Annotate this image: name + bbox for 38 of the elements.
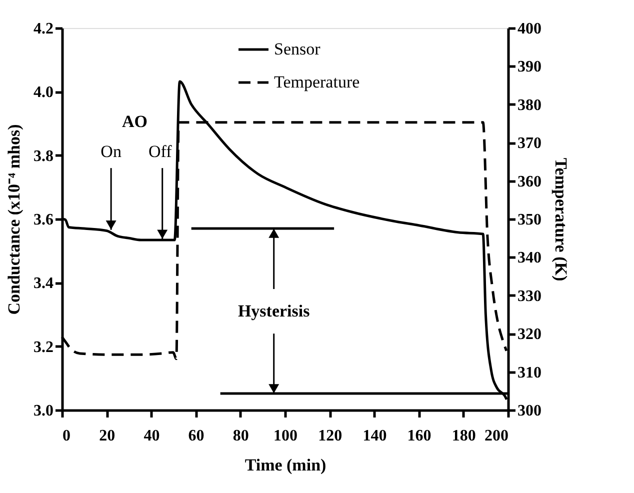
- y-tick-label: 3.6: [34, 212, 54, 228]
- y-tick-label: 3.0: [34, 402, 54, 420]
- annotation: Hysterisis: [238, 301, 310, 320]
- x-tick-label: 20: [99, 428, 116, 444]
- y2-tick-label: 340: [518, 250, 542, 267]
- x-axis-title: Time (min): [244, 456, 326, 474]
- y-tick-label: 3.4: [34, 275, 54, 292]
- x-tick-label: 200: [484, 428, 508, 444]
- y2-tick-label: 380: [518, 96, 542, 114]
- x-tick-label: 120: [318, 428, 342, 444]
- y2-tick-label: 390: [518, 58, 542, 76]
- y2-tick-label: 330: [518, 288, 542, 305]
- y2-tick-label: 350: [518, 212, 542, 228]
- x-tick-label: 160: [407, 428, 432, 444]
- x-tick-label: 180: [452, 428, 476, 444]
- y-tick-label: 4.2: [34, 20, 54, 38]
- legend-label: Sensor: [274, 40, 321, 58]
- x-tick-label: 40: [144, 428, 160, 444]
- y2-tick-label: 320: [518, 326, 542, 344]
- x-tick-label: 80: [232, 428, 249, 444]
- y-tick-label: 3.8: [34, 148, 54, 165]
- y-axis-title: Conductance (x10⁻⁴ mhos): [4, 124, 24, 315]
- x-tick-label: 100: [274, 428, 298, 444]
- x-tick-label: 60: [188, 428, 204, 444]
- y-tick-label: 3.2: [34, 338, 54, 356]
- y2-tick-label: 400: [518, 20, 542, 38]
- annotation: On: [100, 142, 122, 162]
- y2-axis-title: Temperature (K): [552, 158, 570, 282]
- y2-tick-label: 360: [518, 173, 542, 190]
- y-tick-label: 4.0: [34, 84, 54, 102]
- annotation: Off: [148, 142, 172, 162]
- x-tick-label: 140: [362, 428, 387, 444]
- legend-label: Temperature: [274, 72, 360, 92]
- annotation: AO: [122, 112, 148, 131]
- y2-tick-label: 300: [518, 402, 542, 420]
- y2-tick-label: 310: [518, 364, 542, 382]
- y2-tick-label: 370: [518, 135, 542, 152]
- x-tick-label: 0: [62, 428, 70, 444]
